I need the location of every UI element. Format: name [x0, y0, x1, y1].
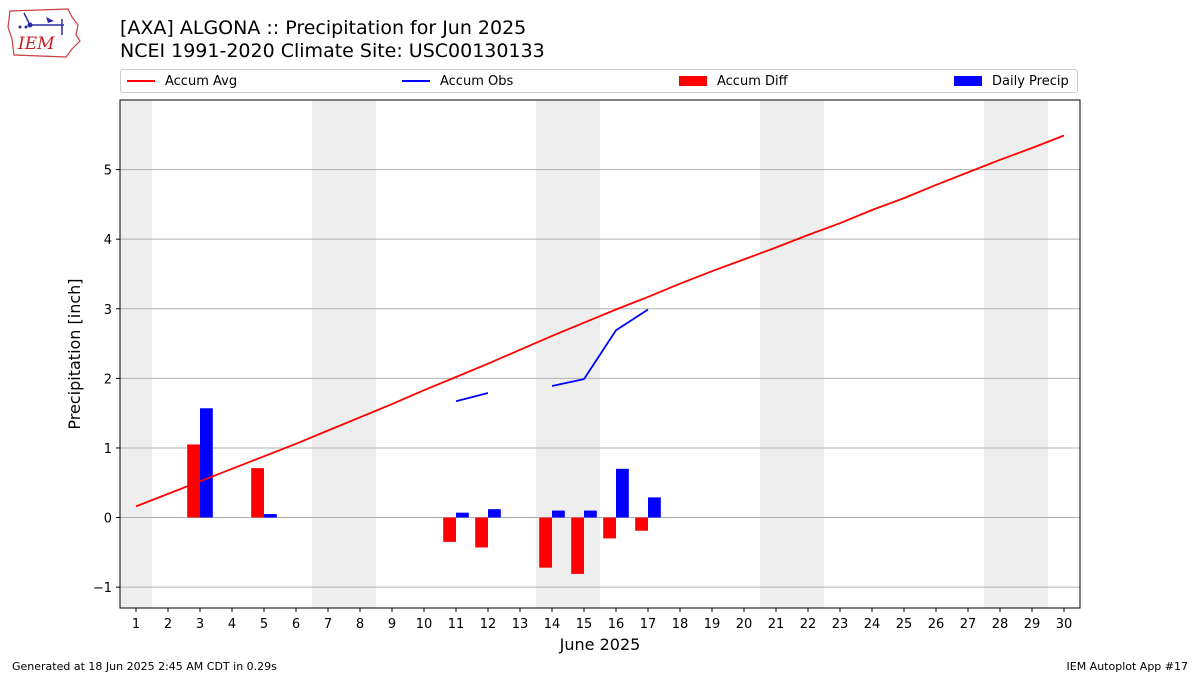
- iowa-map-logo: IEM: [7, 8, 81, 58]
- accum-diff-bar-day-11: [443, 517, 456, 542]
- y-tick-label: 2: [104, 372, 112, 387]
- x-tick-label: 28: [992, 617, 1009, 632]
- accum-diff-bar-day-16: [603, 517, 616, 539]
- footer-app: IEM Autoplot App #17: [1066, 660, 1189, 673]
- daily-precip-bar-day-16: [616, 468, 629, 518]
- legend-item-daily-precip: Daily Precip: [954, 70, 1069, 92]
- x-tick-label: 14: [544, 617, 561, 632]
- x-tick-label: 10: [416, 617, 433, 632]
- y-gridlines: [120, 169, 1080, 588]
- legend-label-daily-precip: Daily Precip: [992, 73, 1069, 89]
- x-tick-label: 19: [704, 617, 721, 632]
- daily-precip-bar-day-17: [648, 497, 661, 518]
- legend-label-accum-avg: Accum Avg: [165, 73, 238, 89]
- x-tick-label: 29: [1024, 617, 1041, 632]
- x-tick-label: 24: [864, 617, 881, 632]
- x-tick-label: 26: [928, 617, 945, 632]
- daily-precip-bar-day-3: [200, 408, 213, 518]
- weekend-shade-day-1: [120, 100, 152, 608]
- x-tick-label: 3: [196, 617, 204, 632]
- daily-precip-bar-day-11: [456, 512, 469, 518]
- weekend-shade-day-28: [984, 100, 1016, 608]
- daily-precip-bar-day-15: [584, 510, 597, 518]
- x-tick-label: 21: [768, 617, 785, 632]
- x-tick-label: 5: [260, 617, 268, 632]
- legend-swatch-daily-precip: [954, 76, 982, 86]
- weekend-shade-day-29: [1016, 100, 1048, 608]
- daily-precip-bar-day-5: [264, 514, 277, 518]
- x-tick-label: 17: [640, 617, 657, 632]
- logo-text: IEM: [17, 34, 55, 54]
- footer-generated: Generated at 18 Jun 2025 2:45 AM CDT in …: [12, 660, 277, 673]
- x-tick-label: 12: [480, 617, 497, 632]
- y-tick-label: 3: [104, 303, 112, 318]
- weekend-shade-day-8: [344, 100, 376, 608]
- x-tick-label: 2: [164, 617, 172, 632]
- x-tick-label: 15: [576, 617, 593, 632]
- accum-diff-bar-day-17: [635, 517, 648, 531]
- daily-precip-bar-day-14: [552, 510, 565, 518]
- accum-avg-line-segment-0: [135, 134, 1065, 508]
- x-tick-label: 22: [800, 617, 817, 632]
- x-tick-label: 11: [448, 617, 465, 632]
- x-tick-label: 23: [832, 617, 849, 632]
- x-tick-label: 27: [960, 617, 977, 632]
- legend-item-accum-avg: Accum Avg: [127, 70, 237, 92]
- x-tick-label: 18: [672, 617, 689, 632]
- daily-precip-bar-day-12: [488, 509, 501, 518]
- x-tick-label: 7: [324, 617, 332, 632]
- accum-diff-bar-day-15: [571, 517, 584, 574]
- accum-diff-bar-day-5: [251, 468, 264, 518]
- legend-label-accum-diff: Accum Diff: [717, 73, 788, 89]
- y-tick-label: 0: [104, 512, 112, 527]
- legend-item-accum-obs: Accum Obs: [402, 70, 513, 92]
- weekend-shade-day-7: [312, 100, 344, 608]
- legend-swatch-accum-avg: [127, 80, 155, 82]
- bars: [187, 408, 661, 574]
- x-axis-label: June 2025: [559, 635, 641, 654]
- legend: Accum Avg Accum Obs Accum Diff Daily Pre…: [120, 69, 1078, 93]
- weekend-shade-day-21: [760, 100, 792, 608]
- weekend-shade-day-22: [792, 100, 824, 608]
- y-tick-label: 1: [104, 442, 112, 457]
- x-tick-label: 16: [608, 617, 625, 632]
- y-tick-label: 5: [104, 164, 112, 179]
- lines: [135, 134, 1065, 508]
- accum-diff-bar-day-14: [539, 517, 552, 568]
- accum-diff-bar-day-3: [187, 444, 200, 518]
- y-tick-label: 4: [104, 233, 112, 248]
- accum-obs-line-segment-0: [455, 392, 489, 403]
- weekend-shading: [120, 100, 1048, 608]
- accum-diff-bar-day-12: [475, 517, 488, 548]
- chart-title: [AXA] ALGONA :: Precipitation for Jun 20…: [120, 17, 527, 39]
- x-tick-label: 25: [896, 617, 913, 632]
- x-tick-label: 13: [512, 617, 529, 632]
- y-axis-label: Precipitation [inch]: [65, 278, 84, 429]
- x-tick-label: 4: [228, 617, 236, 632]
- x-tick-label: 9: [388, 617, 396, 632]
- legend-swatch-accum-obs: [402, 80, 430, 82]
- x-tick-label: 6: [292, 617, 300, 632]
- y-tick-label: −1: [93, 581, 112, 596]
- x-tick-label: 1: [132, 617, 140, 632]
- legend-label-accum-obs: Accum Obs: [440, 73, 514, 89]
- plot-frame: [119, 99, 1081, 609]
- x-tick-label: 30: [1056, 617, 1073, 632]
- iem-logo: IEM: [6, 5, 82, 59]
- legend-item-accum-diff: Accum Diff: [679, 70, 788, 92]
- x-tick-label: 8: [356, 617, 364, 632]
- legend-swatch-accum-diff: [679, 76, 707, 86]
- chart-subtitle: NCEI 1991-2020 Climate Site: USC00130133: [120, 40, 545, 62]
- x-tick-label: 20: [736, 617, 753, 632]
- accum-obs-line-segment-1: [551, 308, 649, 387]
